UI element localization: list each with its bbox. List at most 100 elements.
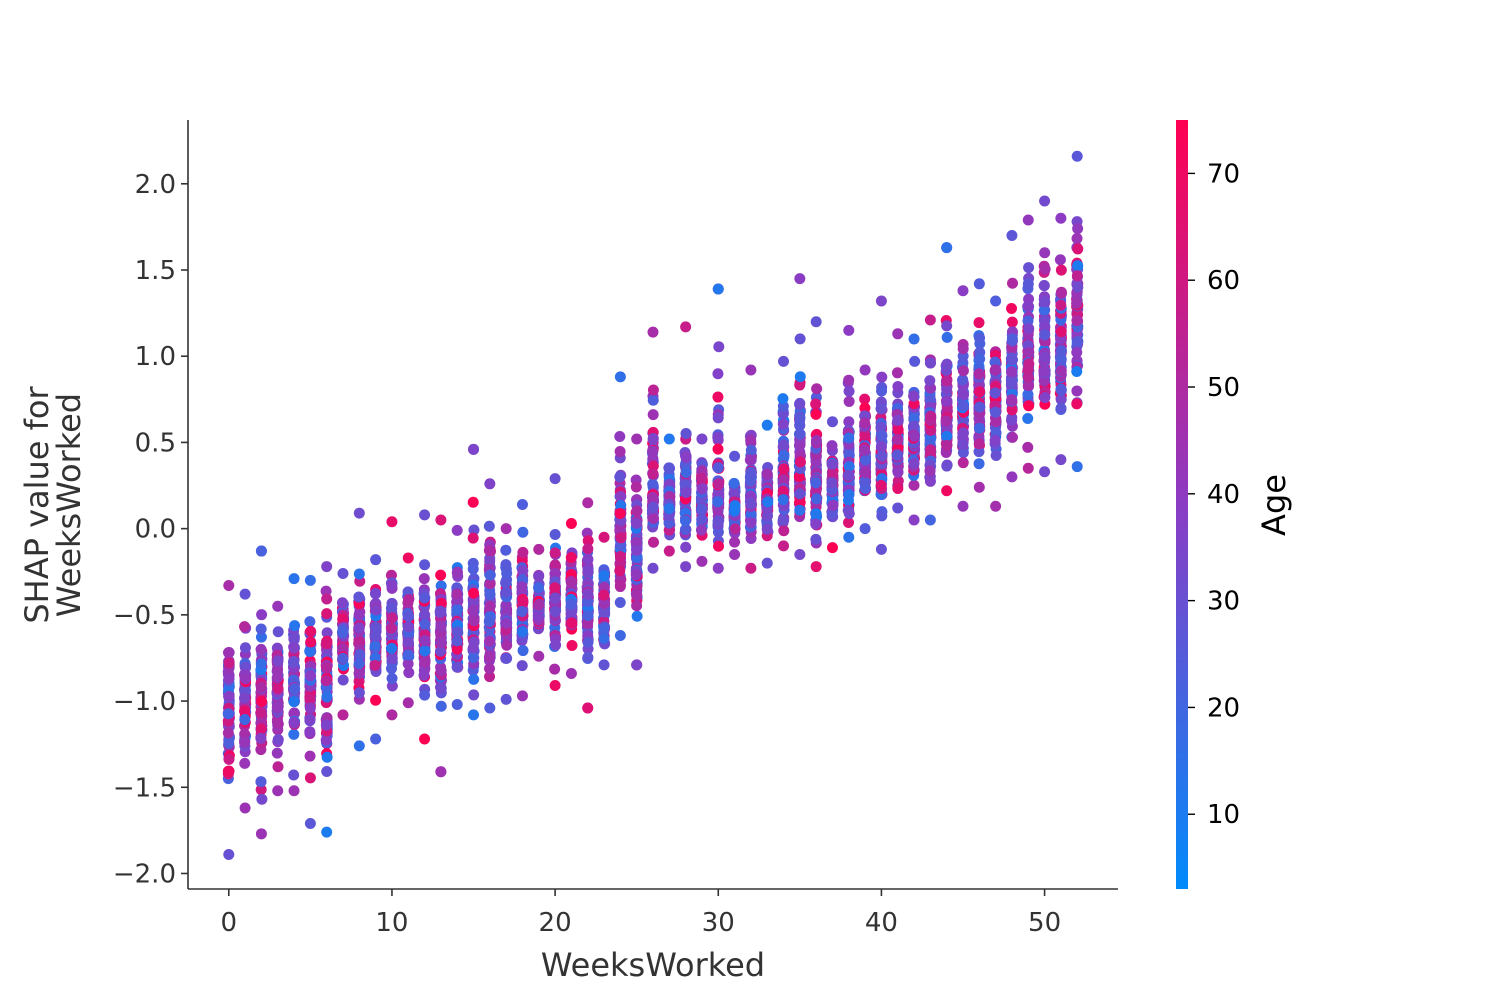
scatter-point (1006, 230, 1018, 242)
scatter-point (255, 707, 267, 719)
scatter-point (859, 444, 871, 456)
scatter-point (386, 612, 398, 624)
scatter-point (353, 609, 365, 621)
scatter-point (876, 430, 888, 442)
scatter-point (794, 371, 806, 383)
scatter-point (419, 559, 431, 571)
scatter-point (973, 368, 985, 380)
scatter-point (435, 569, 447, 581)
colorbar-tick-label: 20 (1207, 693, 1240, 723)
scatter-point (386, 663, 398, 675)
scatter-point (288, 696, 300, 708)
scatter-point (240, 673, 252, 685)
scatter-point (549, 680, 561, 692)
scatter-point (615, 540, 627, 552)
scatter-point (337, 613, 349, 625)
scatter-point (631, 610, 643, 622)
scatter-point (565, 517, 577, 529)
scatter-point (647, 536, 659, 548)
scatter-point (957, 427, 969, 439)
scatter-point (255, 732, 267, 744)
scatter-point (908, 430, 920, 442)
scatter-point (794, 428, 806, 440)
scatter-point (516, 626, 528, 638)
scatter-point (353, 675, 365, 687)
scatter-point (1071, 398, 1083, 410)
scatter-point (630, 536, 642, 548)
scatter-point (271, 702, 283, 714)
scatter-point (565, 552, 577, 564)
scatter-point (1006, 431, 1018, 443)
scatter-point (745, 364, 757, 376)
scatter-point (695, 472, 707, 484)
scatter-point (941, 242, 953, 254)
scatter-point (272, 600, 284, 612)
scatter-point (1006, 302, 1018, 314)
scatter-point (517, 546, 529, 558)
scatter-point (892, 482, 904, 494)
scatter-point (304, 702, 316, 714)
colorbar-tick-label: 50 (1207, 373, 1240, 403)
scatter-point (778, 474, 790, 486)
scatter-point (467, 532, 479, 544)
scatter-point (695, 524, 707, 536)
scatter-point (860, 466, 872, 478)
scatter-point (761, 468, 773, 480)
scatter-point (533, 650, 545, 662)
scatter-point (337, 567, 349, 579)
scatter-point (435, 514, 447, 526)
scatter-point (500, 693, 512, 705)
scatter-point (451, 566, 463, 578)
scatter-point (549, 582, 561, 594)
scatter-point (1022, 412, 1034, 424)
scatter-point (647, 409, 659, 421)
scatter-point (631, 589, 643, 601)
scatter-point (680, 466, 692, 478)
scatter-point (762, 496, 774, 508)
scatter-point (614, 431, 626, 443)
scatter-point (549, 663, 561, 675)
scatter-point (289, 620, 301, 632)
scatter-point (712, 443, 724, 455)
scatter-point (370, 554, 382, 566)
scatter-point (957, 399, 969, 411)
scatter-point (974, 332, 986, 344)
scatter-point (598, 632, 610, 644)
scatter-point (419, 645, 431, 657)
scatter-point (990, 295, 1002, 307)
scatter-point (353, 667, 365, 679)
scatter-point (385, 622, 397, 634)
scatter-point (337, 652, 349, 664)
scatter-point (729, 536, 741, 548)
scatter-point (777, 393, 789, 405)
scatter-point (712, 562, 724, 574)
scatter-point (990, 450, 1002, 462)
scatter-point (386, 642, 398, 654)
scatter-point (745, 562, 757, 574)
scatter-point (533, 599, 545, 611)
scatter-point (500, 577, 512, 589)
scatter-point (435, 700, 447, 712)
scatter-point (974, 401, 986, 413)
scatter-point (989, 387, 1001, 399)
scatter-point (663, 503, 675, 515)
scatter-point (631, 433, 643, 445)
scatter-point (272, 734, 284, 746)
scatter-point (663, 545, 675, 557)
scatter-point (467, 652, 479, 664)
scatter-point (990, 364, 1002, 376)
scatter-point (337, 709, 349, 721)
scatter-point (418, 573, 430, 585)
scatter-point (565, 598, 577, 610)
scatter-point (419, 609, 431, 621)
scatter-point (875, 295, 887, 307)
scatter-point (582, 535, 594, 547)
scatter-point (239, 692, 251, 704)
scatter-point (810, 435, 822, 447)
scatter-point (680, 541, 692, 553)
scatter-point (843, 517, 855, 529)
scatter-point (957, 365, 969, 377)
scatter-point (451, 661, 463, 673)
scatter-point (582, 618, 594, 630)
